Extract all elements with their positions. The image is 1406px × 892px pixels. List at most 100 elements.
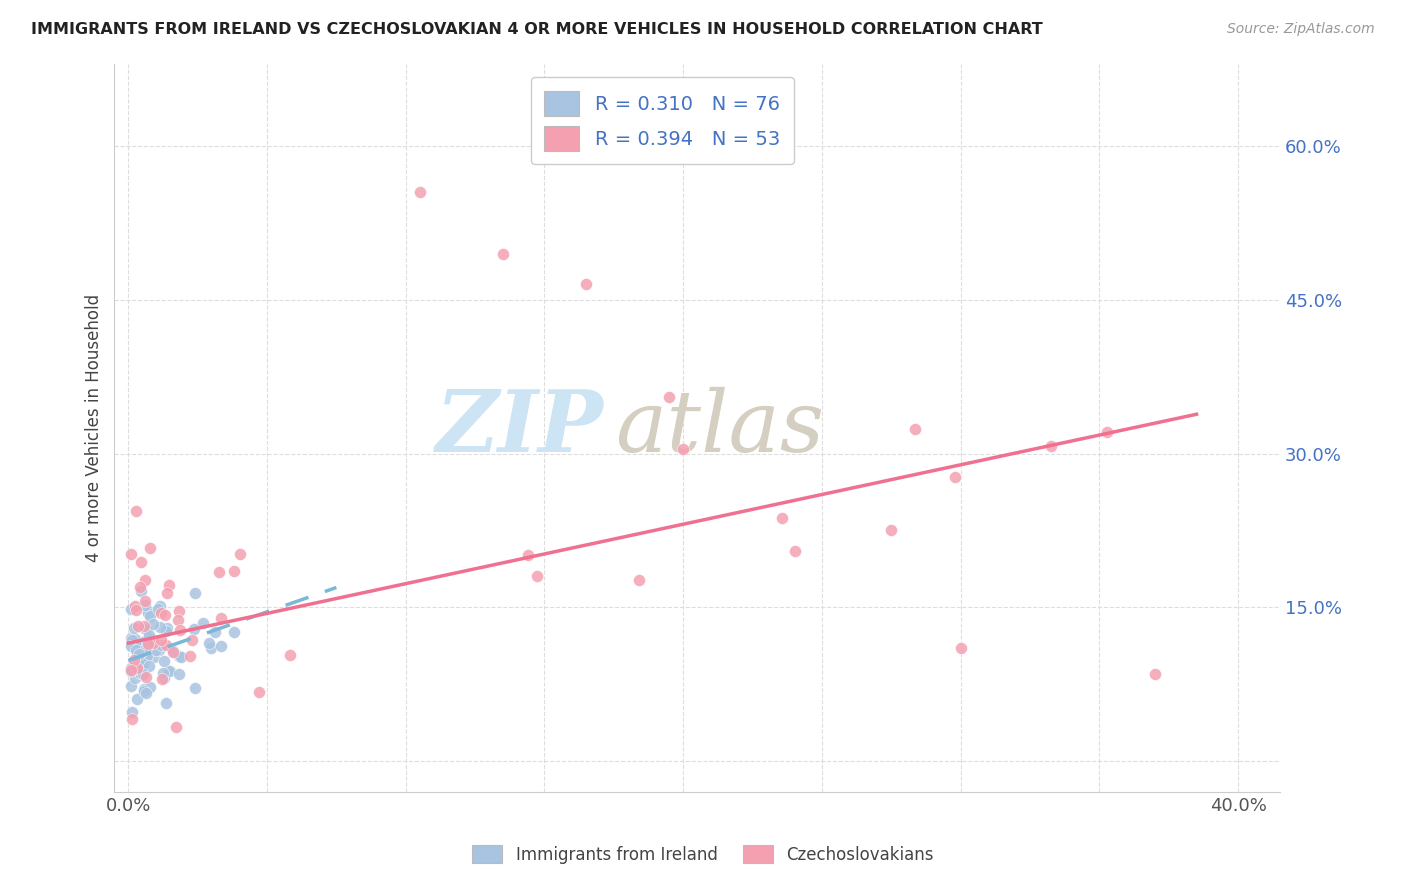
Point [149,620,172,634]
Point [120,632,142,646]
Point [949,641,972,656]
Point [149,606,172,620]
Point [132,666,155,681]
Point [150,673,173,687]
Point [122,621,145,635]
Point [138,631,160,645]
Point [142,636,165,650]
Point [135,622,157,636]
Text: Source: ZipAtlas.com: Source: ZipAtlas.com [1227,22,1375,37]
Point [153,671,176,685]
Point [132,643,155,657]
Point [136,604,159,618]
Point [149,599,172,614]
Point [658,390,681,404]
Point [120,664,142,678]
Point [575,277,598,292]
Legend: Immigrants from Ireland, Czechoslovakians: Immigrants from Ireland, Czechoslovakian… [465,838,941,871]
Point [183,622,205,636]
Point [166,613,188,627]
Point [880,524,903,538]
Text: ZIP: ZIP [436,386,603,469]
Point [134,574,156,588]
Point [167,604,190,618]
Point [179,649,201,664]
Point [148,643,170,657]
Point [139,680,162,694]
Point [166,720,188,734]
Point [145,643,167,657]
Legend: R = 0.310   N = 76, R = 0.394   N = 53: R = 0.310 N = 76, R = 0.394 N = 53 [530,78,793,164]
Point [516,548,538,562]
Point [134,682,156,697]
Point [152,665,174,680]
Point [492,246,515,260]
Point [162,644,184,658]
Point [120,547,142,561]
Point [125,661,148,675]
Point [139,608,162,623]
Point [208,565,231,579]
Point [770,511,793,525]
Point [120,664,142,678]
Point [200,641,222,656]
Point [167,649,190,664]
Point [129,659,152,673]
Point [127,691,149,706]
Point [128,640,150,654]
Point [157,578,180,592]
Point [141,634,163,648]
Point [197,635,219,649]
Point [155,638,177,652]
Point [156,621,179,635]
Point [127,656,149,670]
Point [121,705,143,719]
Point [135,670,157,684]
Point [121,712,143,726]
Point [146,602,169,616]
Point [169,650,191,665]
Point [125,642,148,657]
Point [128,648,150,662]
Text: IMMIGRANTS FROM IRELAND VS CZECHOSLOVAKIAN 4 OR MORE VEHICLES IN HOUSEHOLD CORRE: IMMIGRANTS FROM IRELAND VS CZECHOSLOVAKI… [31,22,1043,37]
Point [152,654,174,668]
Point [159,665,181,679]
Point [124,599,146,613]
Point [204,625,226,640]
Point [1039,439,1062,453]
Point [209,639,232,653]
Point [139,541,162,555]
Point [135,641,157,656]
Point [138,628,160,642]
Point [169,623,191,637]
Point [128,639,150,653]
Point [1097,425,1119,440]
Point [124,671,146,685]
Point [120,639,142,653]
Point [129,580,152,594]
Point [132,619,155,633]
Point [180,632,202,647]
Point [129,665,152,680]
Point [135,649,157,664]
Point [132,683,155,698]
Point [136,636,159,650]
Point [124,632,146,647]
Point [129,584,152,599]
Point [138,658,160,673]
Point [121,632,143,647]
Point [1143,666,1166,681]
Point [125,648,148,662]
Point [142,650,165,665]
Point [125,603,148,617]
Y-axis label: 4 or more Vehicles in Household: 4 or more Vehicles in Household [86,293,103,562]
Point [136,606,159,620]
Point [120,602,142,616]
Point [184,681,207,695]
Point [408,185,430,199]
Point [155,697,177,711]
Point [142,617,165,632]
Point [125,504,148,518]
Point [129,644,152,658]
Point [124,659,146,673]
